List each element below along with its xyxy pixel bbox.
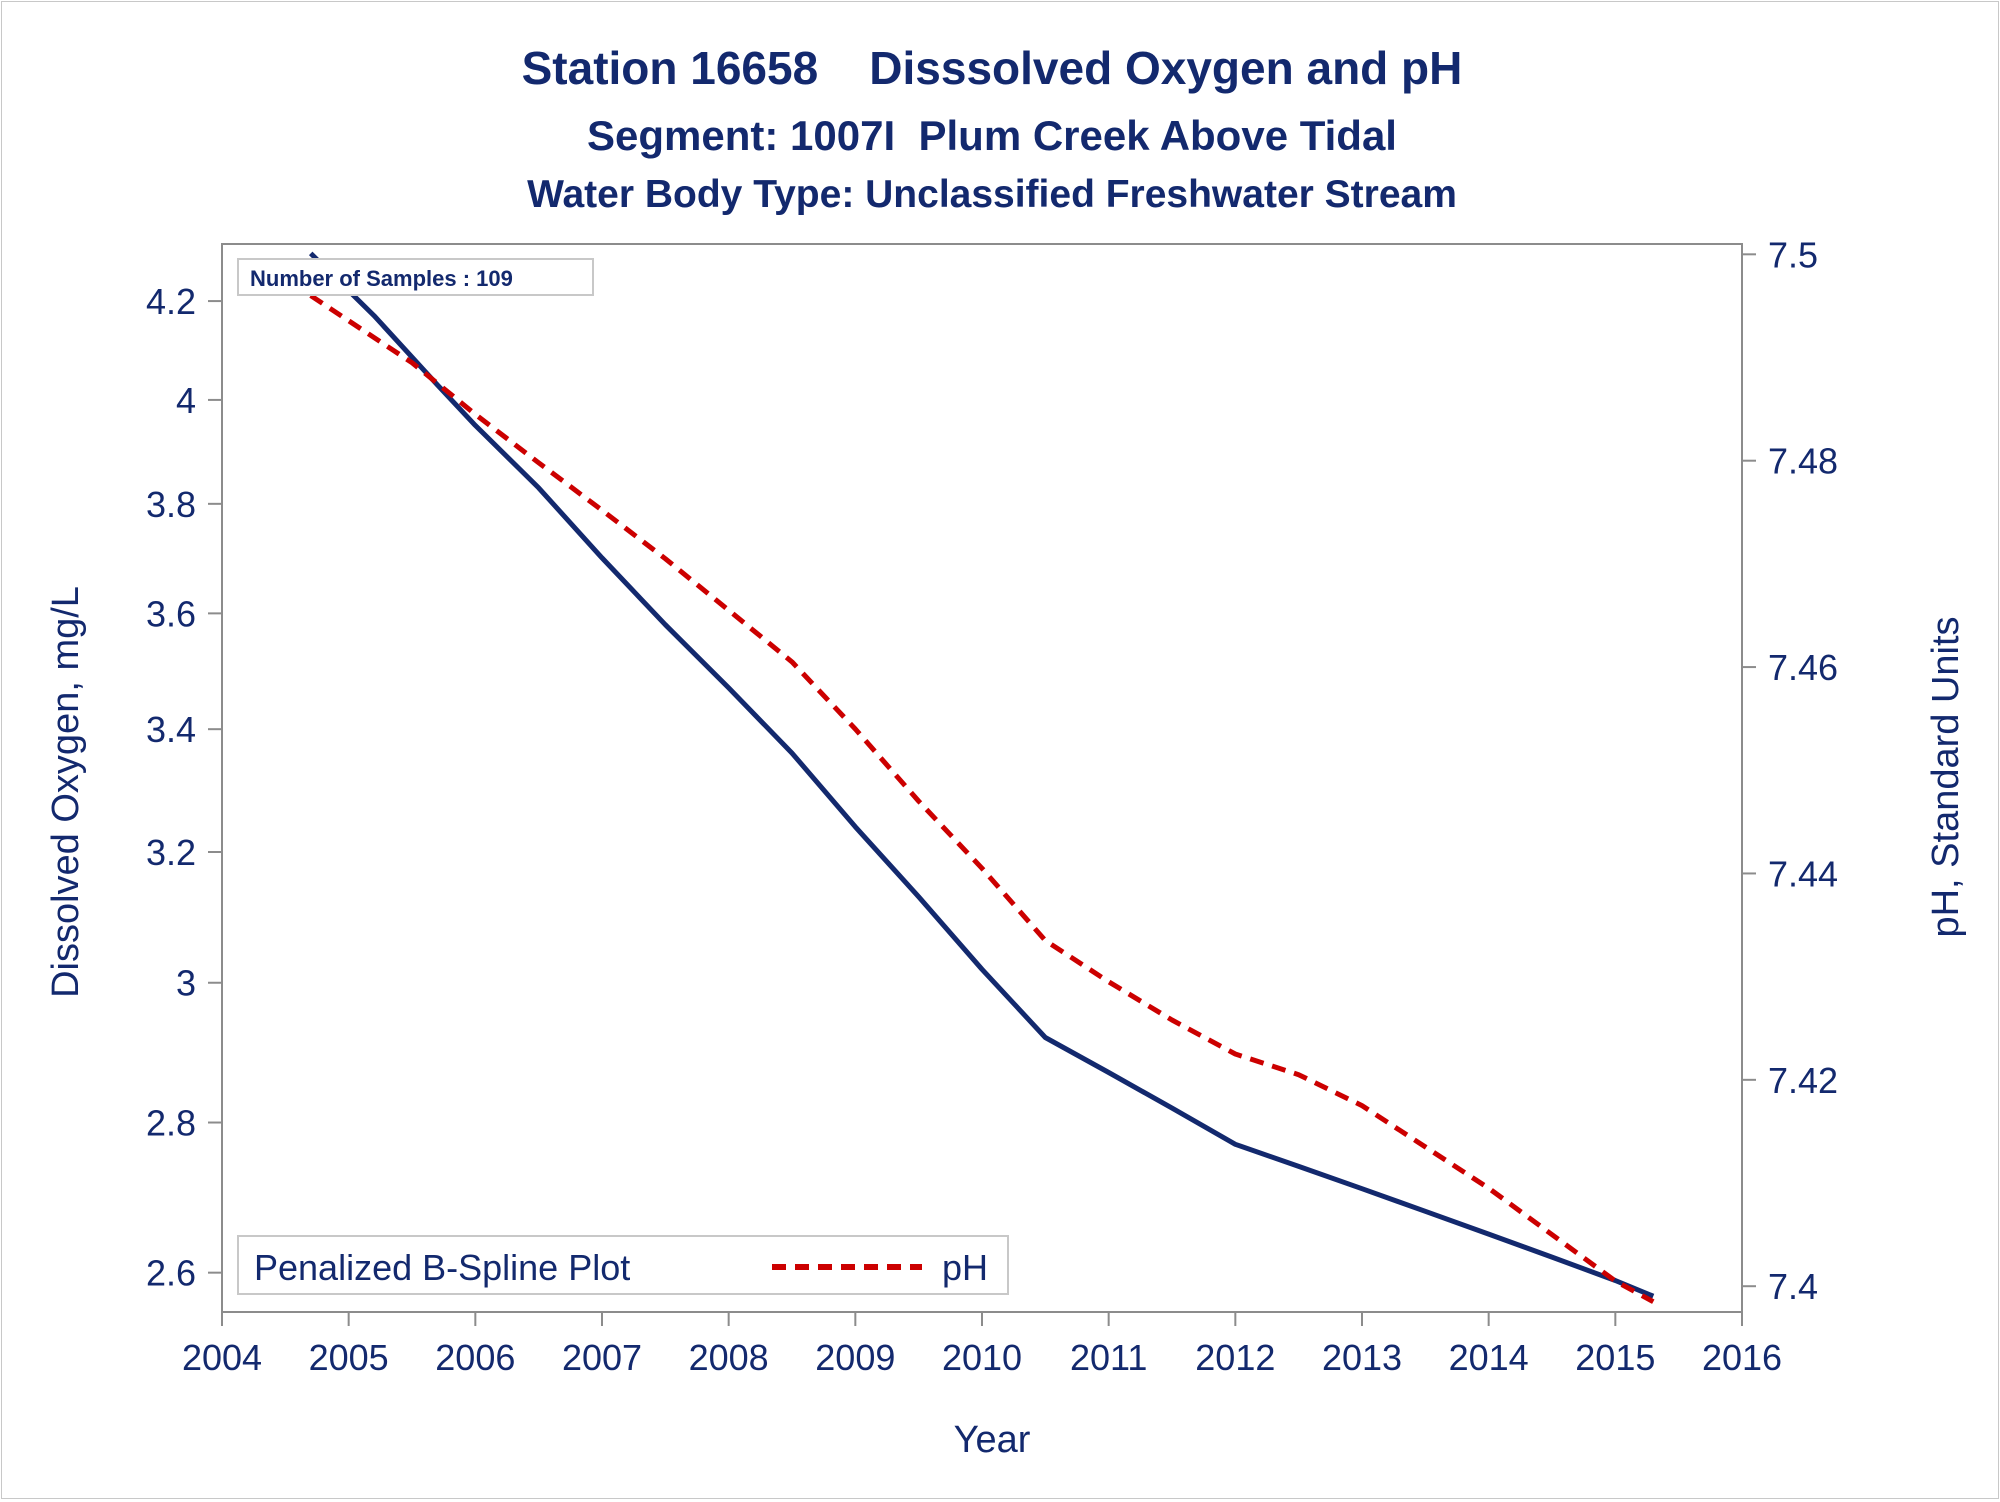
plot-area (221, 243, 1743, 1313)
x-tick-label: 2015 (1575, 1337, 1655, 1378)
series-layer (308, 251, 1655, 1304)
y2-tick-label: 7.4 (1768, 1266, 1818, 1307)
legend-ph-label: pH (942, 1247, 988, 1288)
y2-tick-label: 7.42 (1768, 1060, 1838, 1101)
x-tick-label: 2014 (1449, 1337, 1529, 1378)
y2-tick-label: 7.48 (1768, 441, 1838, 482)
y2-axis-label: pH, Standard Units (1925, 616, 1967, 937)
sample-count-label: Number of Samples : 109 (250, 266, 513, 291)
x-tick-label: 2004 (182, 1337, 262, 1378)
y-tick-label: 3.6 (146, 593, 196, 634)
sample-count-box: Number of Samples : 109 (237, 258, 594, 296)
x-tick-label: 2005 (309, 1337, 389, 1378)
y-tick-label: 3.2 (146, 832, 196, 873)
x-tick-label: 2013 (1322, 1337, 1402, 1378)
y-axis-label: Dissolved Oxygen, mg/L (45, 586, 87, 998)
legend: Penalized B-Spline Plot pH (237, 1235, 1009, 1295)
y-tick-label: 2.6 (146, 1253, 196, 1294)
y-tick-label: 3.8 (146, 484, 196, 525)
y-tick-label: 3.4 (146, 709, 196, 750)
dissolved-oxygen-series-line (308, 251, 1655, 1299)
y-tick-label: 4.2 (146, 281, 196, 322)
legend-title: Penalized B-Spline Plot (254, 1247, 630, 1288)
ph-series-line (309, 293, 1655, 1304)
x-tick-label: 2011 (1070, 1337, 1147, 1378)
chart-title: Station 16658 Disssolved Oxygen and pH (522, 42, 1463, 94)
x-tick-label: 2009 (815, 1337, 895, 1378)
y-tick-label: 3 (176, 963, 196, 1004)
x-tick-label: 2016 (1702, 1337, 1782, 1378)
y2-tick-label: 7.5 (1768, 234, 1818, 275)
x-tick-label: 2010 (942, 1337, 1022, 1378)
y2-tick-label: 7.44 (1768, 853, 1838, 894)
axis-ticks: 2004 2005 2006 2007 2008 2009 2010 2011 2012 2013… (146, 234, 1838, 1378)
y2-tick-label: 7.46 (1768, 647, 1838, 688)
x-axis-label: Year (954, 1419, 1031, 1461)
x-tick-label: 2008 (689, 1337, 769, 1378)
x-tick-label: 2006 (435, 1337, 515, 1378)
chart-subtitle: Segment: 1007I Plum Creek Above Tidal (587, 112, 1397, 159)
x-tick-label: 2007 (562, 1337, 642, 1378)
y-tick-label: 4 (176, 380, 196, 421)
x-tick-label: 2012 (1195, 1337, 1275, 1378)
legend-box (237, 1235, 1009, 1295)
chart-subtitle-2: Water Body Type: Unclassified Freshwater… (527, 173, 1457, 216)
y-tick-label: 2.8 (146, 1103, 196, 1144)
